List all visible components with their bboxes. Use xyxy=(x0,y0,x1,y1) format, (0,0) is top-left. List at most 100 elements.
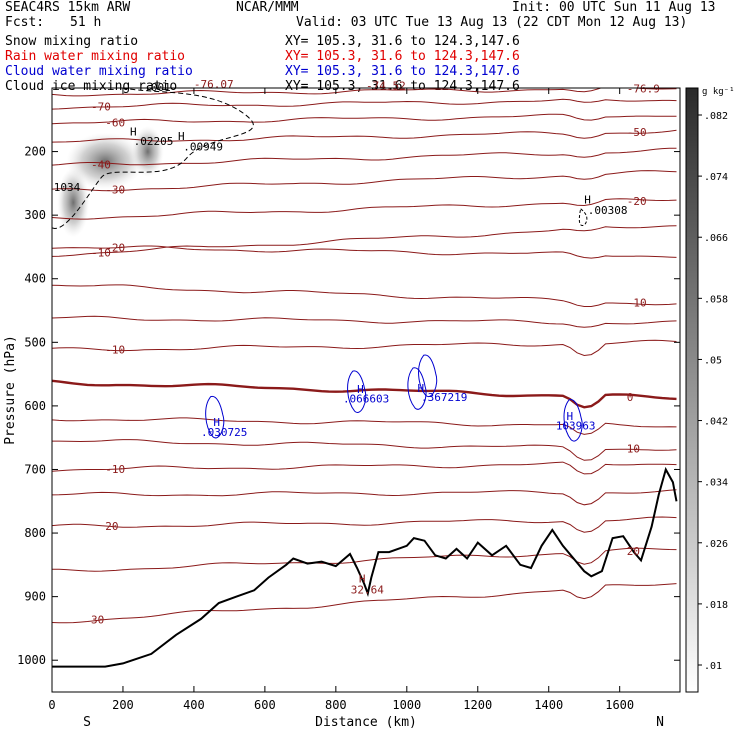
contour-label-10: H xyxy=(357,383,364,396)
cloud-ice-contour-small xyxy=(578,208,588,226)
contour-label-1: -76.07 xyxy=(194,78,234,91)
y-tick-label-7: 900 xyxy=(24,590,46,604)
isotherm-label-18: 20 xyxy=(627,545,640,558)
forecast-label: Fcst: xyxy=(5,15,45,30)
y-axis-label: Pressure (hPa) xyxy=(3,335,18,445)
isotherm-line-13 xyxy=(52,417,677,435)
isotherm-label-14: -10 xyxy=(105,463,125,476)
isotherm-label-11: -10 xyxy=(105,343,125,356)
contour-label-9: .00308 xyxy=(588,204,628,217)
cloud-water-contour-1 xyxy=(347,370,367,413)
y-tick-label-0: 200 xyxy=(24,145,46,159)
snow-shade-0 xyxy=(57,167,90,238)
x-end-label-north: N xyxy=(656,715,664,730)
x-tick-label-6: 1200 xyxy=(463,698,492,712)
contour-label-19: 32.64 xyxy=(351,583,384,596)
colorbar-tick-label-8: .074 xyxy=(704,172,728,183)
isotherm-label-19: 30 xyxy=(91,614,104,627)
x-tick-label-5: 1000 xyxy=(392,698,421,712)
plot-frame xyxy=(51,87,681,693)
contour-label-7: 1034 xyxy=(54,181,81,194)
contour-label-12: H xyxy=(417,382,424,395)
colorbar-unit: g kg⁻¹ xyxy=(702,87,735,97)
contour-label-2: -74.52 xyxy=(366,79,406,92)
isotherm-line-2 xyxy=(52,113,677,125)
x-tick-label-2: 400 xyxy=(183,698,205,712)
x-end-label-south: S xyxy=(83,715,91,730)
isotherm-label-0: -76.9 xyxy=(627,83,660,96)
isotherm-label-17: 20 xyxy=(105,520,118,533)
isotherm-line-14 xyxy=(52,461,677,475)
x-tick-label-3: 600 xyxy=(254,698,276,712)
contour-label-17: 103963 xyxy=(556,419,596,432)
field-xy-cloud-water: XY= 105.3, 31.6 to 124.3,147.6 xyxy=(285,64,520,79)
isotherm-line-4 xyxy=(52,147,677,166)
snow-shade-1 xyxy=(66,132,145,190)
cloud-water-contour-3 xyxy=(563,399,583,442)
valid-time: Valid: 03 UTC Tue 13 Aug 13 (22 CDT Mon … xyxy=(296,15,688,30)
init-time: Init: 00 UTC Sun 11 Aug 13 xyxy=(512,0,716,15)
colorbar-tick-label-4: .042 xyxy=(704,417,728,428)
isotherm-line-12 xyxy=(52,379,677,409)
x-axis-label: Distance (km) xyxy=(315,715,417,730)
isotherm-line-7 xyxy=(52,225,677,257)
x-tick-label-0: 0 xyxy=(48,698,55,712)
cloud-water-contour-0 xyxy=(205,395,225,439)
isotherm-line-15 xyxy=(52,439,677,461)
isotherm-line-8 xyxy=(52,245,677,259)
isotherm-label-5: -30 xyxy=(105,183,125,196)
y-tick-label-1: 300 xyxy=(24,208,46,222)
y-tick-label-8: 1000 xyxy=(17,653,46,667)
isotherm-line-18 xyxy=(52,547,677,572)
isotherm-line-0 xyxy=(52,88,677,97)
contour-label-8: H xyxy=(584,194,591,207)
field-xy-snow: XY= 105.3, 31.6 to 124.3,147.6 xyxy=(285,34,520,49)
contour-label-11: .066603 xyxy=(343,393,389,406)
contour-label-18: H xyxy=(359,573,366,586)
isotherm-label-7: -10 xyxy=(91,247,111,260)
x-tick-label-8: 1600 xyxy=(605,698,634,712)
isotherm-label-3: -50 xyxy=(627,126,647,139)
isotherm-line-17 xyxy=(52,516,677,533)
isotherm-line-3 xyxy=(52,129,677,143)
isotherm-line-10 xyxy=(52,315,677,328)
contour-label-5: H xyxy=(178,130,185,143)
isotherm-line-19 xyxy=(52,583,677,624)
field-name-snow: Snow mixing ratio xyxy=(5,34,139,49)
isotherm-line-1 xyxy=(52,98,677,110)
colorbar-tick-label-3: .034 xyxy=(704,478,728,489)
colorbar-tick-label-7: .066 xyxy=(704,233,728,244)
colorbar-tick-label-6: .058 xyxy=(704,294,728,305)
contour-label-6: .00949 xyxy=(183,140,223,153)
isotherm-line-9 xyxy=(52,284,677,307)
isotherm-label-2: -60 xyxy=(105,116,125,129)
terrain-line xyxy=(52,466,678,668)
x-tick-label-1: 200 xyxy=(112,698,134,712)
isotherm-label-15: 10 xyxy=(627,442,640,455)
isotherm-label-8: -20 xyxy=(105,242,125,255)
forecast-hour: 51 h xyxy=(70,15,102,30)
field-name-cloud-water: Cloud water mixing ratio xyxy=(5,64,193,79)
y-tick-label-6: 800 xyxy=(24,526,46,540)
contour-label-4: .02205 xyxy=(134,135,174,148)
colorbar-tick-label-1: .018 xyxy=(704,600,728,611)
cloud-ice-contour xyxy=(52,88,254,229)
contour-label-13: .367219 xyxy=(421,391,467,404)
colorbar-tick-label-2: .026 xyxy=(704,539,728,550)
contour-label-14: H xyxy=(213,416,220,429)
colorbar-tick-label-5: .05 xyxy=(704,355,722,366)
field-name-cloud-ice: Cloud ice mixing ratio xyxy=(5,79,178,94)
field-name-rain: Rain water mixing ratio xyxy=(5,49,186,64)
isotherm-line-6 xyxy=(52,198,677,220)
isotherm-label-1: -70 xyxy=(91,101,111,114)
isotherm-line-11 xyxy=(52,339,677,357)
org-label: NCAR/MMM xyxy=(236,0,299,15)
isotherm-label-4: -40 xyxy=(91,159,111,172)
contour-label-15: .030725 xyxy=(201,426,247,439)
isotherm-label-12: 0 xyxy=(627,391,634,404)
cloud-water-contour-4 xyxy=(418,354,438,398)
contour-label-16: H xyxy=(566,410,573,423)
colorbar-tick-label-0: .01 xyxy=(704,661,722,672)
isotherm-line-5 xyxy=(52,170,677,192)
